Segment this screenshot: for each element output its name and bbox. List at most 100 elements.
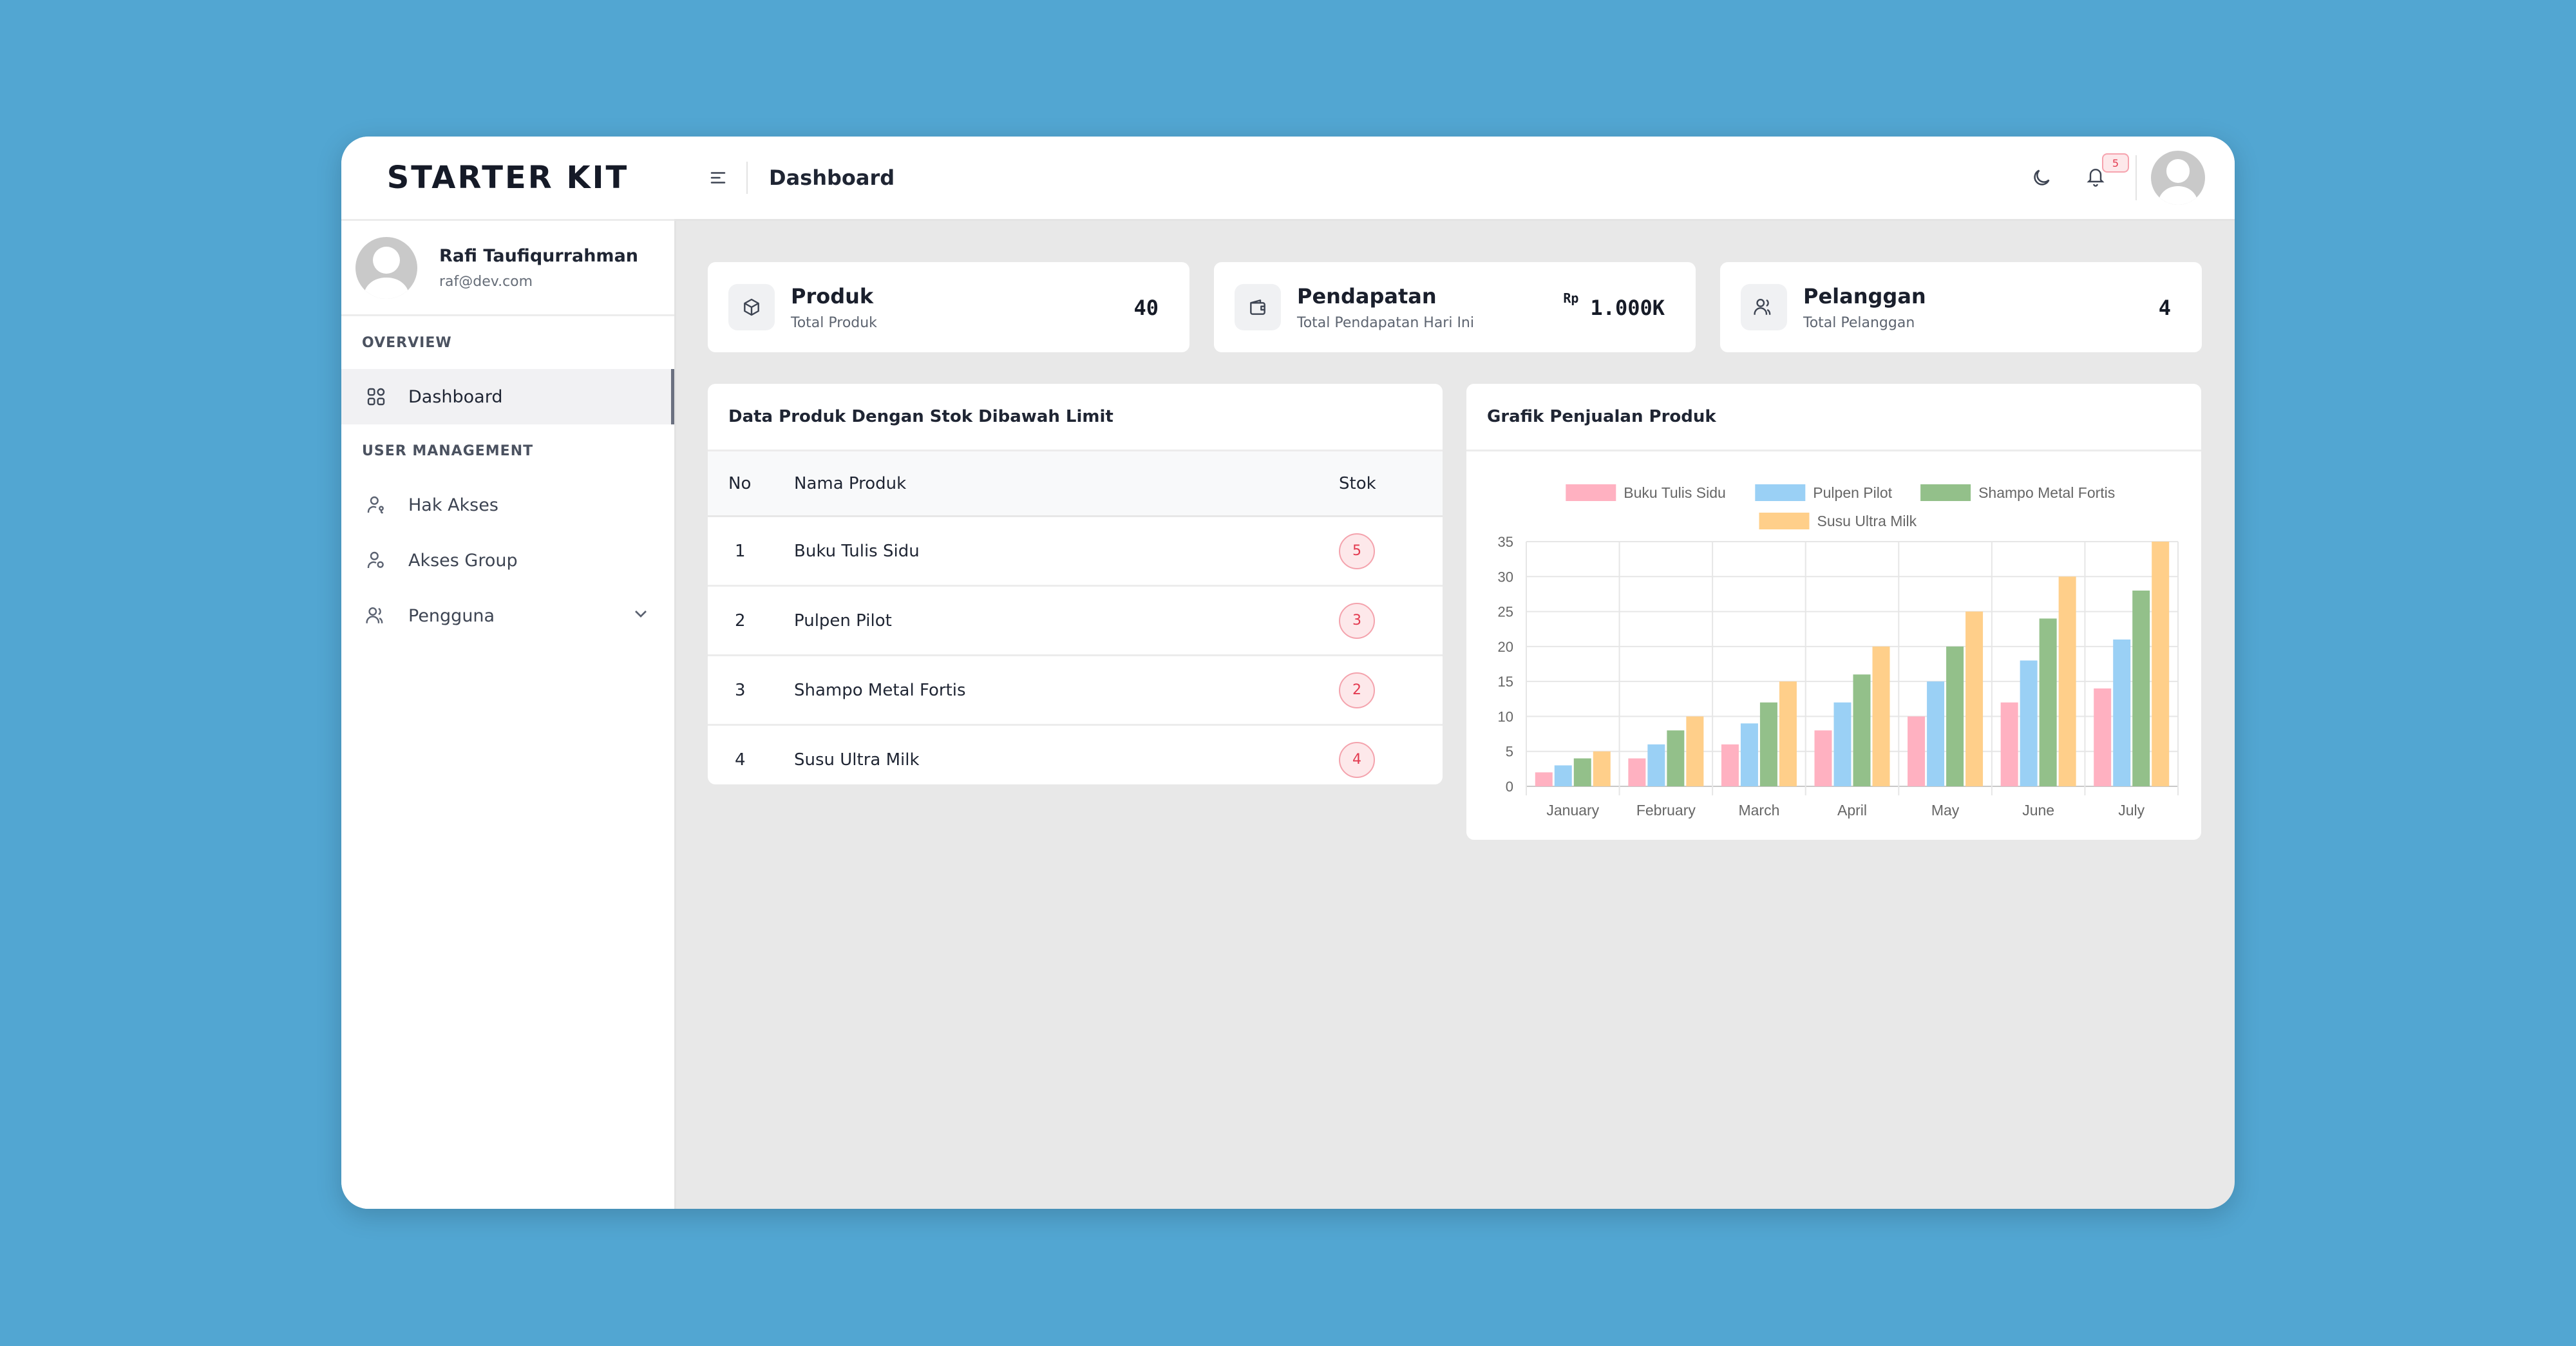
sidebar-item-label: Akses Group <box>408 550 518 571</box>
bar-pulpen-pilot <box>2020 660 2038 786</box>
user-group-icon <box>363 547 389 573</box>
users-icon <box>1741 284 1787 330</box>
table-row[interactable]: 3 Shampo Metal Fortis 2 <box>708 655 1443 726</box>
product-name: Buku Tulis Sidu <box>793 516 1338 587</box>
table-row[interactable]: 1 Buku Tulis Sidu 5 <box>708 516 1443 587</box>
user-profile[interactable]: Rafi Taufiqurrahman raf@dev.com <box>341 221 674 316</box>
stock-badge: 5 <box>1339 533 1375 569</box>
box-icon <box>728 284 775 330</box>
low-stock-table: No Nama Produk Stok 1 Buku Tulis Sidu 5 … <box>708 451 1443 784</box>
bar-shampo-metal-fortis <box>2132 591 2150 786</box>
notification-button[interactable]: 5 <box>2081 153 2129 192</box>
topbar: Dashboard 5 <box>674 137 2235 221</box>
avatar[interactable] <box>2151 151 2205 205</box>
product-name: Shampo Metal Fortis <box>793 655 1338 726</box>
section-label-user-management: USER MANAGEMENT <box>362 442 534 459</box>
stat-subtitle: Total Pendapatan Hari Ini <box>1297 314 1474 331</box>
legend-label: Pulpen Pilot <box>1813 484 1892 501</box>
brand-logo[interactable]: STARTER KIT <box>341 137 674 221</box>
user-email: raf@dev.com <box>439 273 533 290</box>
stat-card-produk: Produk Total Produk 40 <box>708 262 1189 352</box>
currency-label: Rp <box>1563 290 1579 306</box>
legend-swatch <box>1920 484 1971 501</box>
bar-susu-ultra-milk <box>1965 611 1984 786</box>
product-name: Susu Ultra Milk <box>794 750 920 770</box>
user-key-icon <box>363 492 389 518</box>
bar-susu-ultra-milk <box>1779 681 1797 786</box>
grid-icon <box>363 384 389 410</box>
stat-title: Produk <box>791 283 874 308</box>
row-number: 2 <box>708 585 793 656</box>
stat-card-pelanggan: Pelanggan Total Pelanggan 4 <box>1720 262 2202 352</box>
bar-buku-tulis-sidu <box>1908 716 1926 786</box>
y-tick-label: 35 <box>1498 534 1513 550</box>
legend-label: Susu Ultra Milk <box>1817 513 1917 529</box>
stat-value: 4 <box>2158 296 2171 320</box>
y-tick-label: 5 <box>1506 744 1513 760</box>
x-tick-label: June <box>2022 802 2054 819</box>
sales-chart-panel: Grafik Penjualan Produk 0 5 10 15 20 25 30 35 Ja… <box>1466 384 2201 840</box>
y-tick-label: 15 <box>1498 674 1513 690</box>
table-row[interactable]: 4 Susu Ultra Milk 4 <box>708 725 1443 785</box>
bar-buku-tulis-sidu <box>1814 730 1832 786</box>
low-stock-panel: Data Produk Dengan Stok Dibawah Limit No… <box>708 384 1443 784</box>
bar-shampo-metal-fortis <box>2039 618 2057 786</box>
y-tick-label: 10 <box>1498 708 1513 725</box>
x-tick-label: February <box>1636 802 1696 819</box>
stat-title: Pelanggan <box>1803 283 1926 308</box>
sidebar-item-akses-group[interactable]: Akses Group <box>341 533 674 588</box>
moon-icon[interactable] <box>2027 164 2056 192</box>
menu-icon[interactable] <box>705 165 731 191</box>
sidebar-item-pengguna[interactable]: Pengguna <box>341 588 674 643</box>
app-window: STARTER KIT Rafi Taufiqurrahman raf@dev.… <box>341 137 2235 1209</box>
legend-label: Shampo Metal Fortis <box>1978 484 2115 501</box>
row-number: 4 <box>735 750 746 770</box>
x-tick-label: March <box>1738 802 1779 819</box>
bar-buku-tulis-sidu <box>2000 702 2018 786</box>
row-number: 3 <box>708 655 793 726</box>
column-header-no: No <box>708 451 793 517</box>
stock-badge: 4 <box>1339 741 1375 778</box>
bar-susu-ultra-milk <box>2058 576 2076 786</box>
wallet-icon <box>1235 284 1281 330</box>
stat-card-pendapatan: Pendapatan Total Pendapatan Hari Ini Rp 1… <box>1214 262 1696 352</box>
x-tick-label: May <box>1931 802 1960 819</box>
users-icon <box>363 603 389 629</box>
page-title: Dashboard <box>769 166 895 190</box>
y-tick-label: 25 <box>1498 604 1513 620</box>
panel-title: Data Produk Dengan Stok Dibawah Limit <box>708 384 1443 451</box>
divider <box>746 162 748 194</box>
column-header-stock: Stok <box>1338 451 1443 517</box>
legend-swatch <box>1759 513 1810 529</box>
sidebar-item-hak-akses[interactable]: Hak Akses <box>341 477 674 533</box>
bar-buku-tulis-sidu <box>2094 688 2112 786</box>
table-header-row: No Nama Produk Stok <box>708 451 1443 517</box>
y-tick-label: 20 <box>1498 639 1513 655</box>
sidebar-item-dashboard[interactable]: Dashboard <box>341 369 674 424</box>
bar-buku-tulis-sidu <box>1535 772 1553 786</box>
bar-pulpen-pilot <box>1647 744 1665 786</box>
sales-bar-chart: 0 5 10 15 20 25 30 35 January February March April M… <box>1498 484 2179 819</box>
stat-title: Pendapatan <box>1297 283 1437 308</box>
notification-badge: 5 <box>2102 153 2129 173</box>
stat-subtitle: Total Pelanggan <box>1803 314 1915 331</box>
bar-susu-ultra-milk <box>1686 716 1704 786</box>
bar-buku-tulis-sidu <box>1721 744 1739 786</box>
sidebar-item-label: Pengguna <box>408 605 495 626</box>
bar-pulpen-pilot <box>1927 681 1945 786</box>
legend-swatch <box>1755 484 1806 501</box>
stat-value: Rp 1.000K <box>1563 290 1665 320</box>
bar-susu-ultra-milk <box>2152 542 2170 786</box>
bar-shampo-metal-fortis <box>1853 674 1871 786</box>
user-name: Rafi Taufiqurrahman <box>439 245 639 266</box>
bar-shampo-metal-fortis <box>1946 646 1964 786</box>
sidebar: STARTER KIT Rafi Taufiqurrahman raf@dev.… <box>341 137 676 1209</box>
table-row[interactable]: 2 Pulpen Pilot 3 <box>708 585 1443 656</box>
legend-label: Buku Tulis Sidu <box>1624 484 1726 501</box>
bar-pulpen-pilot <box>1740 723 1758 786</box>
row-number: 1 <box>708 516 793 587</box>
chevron-down-icon[interactable] <box>630 603 651 629</box>
product-name: Pulpen Pilot <box>793 585 1338 656</box>
avatar <box>355 236 417 299</box>
bar-shampo-metal-fortis <box>1573 758 1591 786</box>
